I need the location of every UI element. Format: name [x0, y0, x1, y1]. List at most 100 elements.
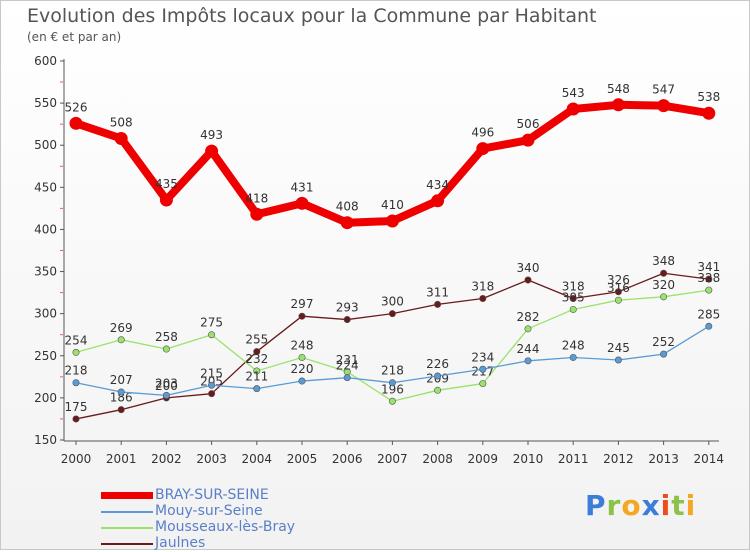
- logo-letter: P: [585, 489, 607, 522]
- data-point: [162, 391, 170, 399]
- data-label: 200: [155, 379, 178, 393]
- y-tick-label: 400: [34, 222, 57, 236]
- data-point: [162, 345, 170, 353]
- data-label: 285: [697, 307, 720, 321]
- data-point: [388, 310, 396, 318]
- data-point: [388, 397, 396, 405]
- data-label: 248: [562, 338, 585, 352]
- data-point: [479, 380, 487, 388]
- data-point: [569, 305, 577, 313]
- data-label: 305: [562, 290, 585, 304]
- data-point: [253, 367, 261, 375]
- data-point: [660, 269, 668, 277]
- data-label: 326: [607, 273, 630, 287]
- data-label: 220: [291, 362, 314, 376]
- logo-letter: r: [606, 489, 622, 522]
- data-label: 318: [562, 280, 585, 294]
- x-tick-label: 2012: [603, 452, 634, 466]
- data-point: [69, 116, 83, 130]
- x-tick-label: 2013: [648, 452, 679, 466]
- data-point: [72, 348, 80, 356]
- data-label: 224: [336, 359, 359, 373]
- legend-swatch: [101, 527, 153, 529]
- x-tick-label: 2009: [468, 452, 499, 466]
- data-point: [569, 353, 577, 361]
- data-label: 248: [291, 338, 314, 352]
- data-label: 435: [155, 177, 178, 191]
- data-point: [117, 336, 125, 344]
- data-point: [295, 196, 309, 210]
- data-point: [72, 379, 80, 387]
- data-point: [660, 350, 668, 358]
- data-point: [479, 365, 487, 373]
- data-label: 255: [245, 333, 268, 347]
- data-point: [614, 296, 622, 304]
- chart-title: Evolution des Impôts locaux pour la Comm…: [27, 5, 597, 27]
- legend-label: Mouy-sur-Seine: [155, 503, 263, 519]
- data-label: 408: [336, 200, 359, 214]
- y-tick-label: 550: [34, 96, 57, 110]
- data-point: [434, 300, 442, 308]
- logo-letter: i: [660, 489, 672, 522]
- data-label: 232: [245, 352, 268, 366]
- legend-label: BRAY-SUR-SEINE: [155, 487, 269, 503]
- data-label: 318: [471, 280, 494, 294]
- data-point: [657, 99, 671, 113]
- data-label: 508: [110, 115, 133, 129]
- data-label: 293: [336, 301, 359, 315]
- proxiti-logo: Proxiti: [585, 489, 696, 522]
- data-label: 269: [110, 321, 133, 335]
- data-point: [705, 322, 713, 330]
- y-tick-label: 500: [34, 138, 57, 152]
- chart-subtitle: (en € et par an): [27, 30, 122, 44]
- data-point: [205, 144, 219, 158]
- y-tick-label: 250: [34, 349, 57, 363]
- legend-label: Mousseaux-lès-Bray: [155, 519, 296, 535]
- data-point: [159, 193, 173, 207]
- data-label: 431: [291, 180, 314, 194]
- data-label: 207: [110, 373, 133, 387]
- legend-swatch: [101, 511, 153, 513]
- data-label: 493: [200, 128, 223, 142]
- data-label: 547: [652, 83, 675, 97]
- data-label: 348: [652, 254, 675, 268]
- data-point: [208, 331, 216, 339]
- data-point: [705, 286, 713, 294]
- data-label: 297: [291, 297, 314, 311]
- y-tick-label: 200: [34, 391, 57, 405]
- data-label: 275: [200, 316, 223, 330]
- data-point: [524, 276, 532, 284]
- data-label: 226: [426, 357, 449, 371]
- x-tick-label: 2008: [422, 452, 453, 466]
- data-point: [431, 194, 445, 208]
- data-point: [298, 312, 306, 320]
- data-point: [476, 142, 490, 156]
- data-label: 506: [517, 117, 540, 131]
- data-point: [614, 356, 622, 364]
- logo-letter: t: [671, 489, 686, 522]
- x-tick-label: 2006: [332, 452, 363, 466]
- data-label: 218: [381, 364, 404, 378]
- x-tick-label: 2014: [694, 452, 725, 466]
- data-point: [343, 316, 351, 324]
- data-point: [524, 325, 532, 333]
- data-label: 526: [65, 100, 88, 114]
- data-label: 311: [426, 285, 449, 299]
- data-label: 282: [517, 310, 540, 324]
- data-label: 538: [697, 90, 720, 104]
- data-label: 496: [471, 126, 494, 140]
- data-point: [117, 406, 125, 414]
- series-bray-sur-seine: 526 508 435 493 418 431 408 410 434 496 506 543 548 5…: [65, 82, 720, 230]
- x-tick-label: 2004: [242, 452, 273, 466]
- data-point: [569, 295, 577, 303]
- data-label: 410: [381, 198, 404, 212]
- data-point: [208, 390, 216, 398]
- data-label: 434: [426, 178, 449, 192]
- data-label: 328: [697, 271, 720, 285]
- data-point: [250, 207, 264, 221]
- series-mouy-sur-seine: 218 207 203 215 211 220 224 218 226 234 244 248 245 2…: [65, 307, 720, 399]
- data-label: 245: [607, 341, 630, 355]
- x-tick-label: 2003: [196, 452, 227, 466]
